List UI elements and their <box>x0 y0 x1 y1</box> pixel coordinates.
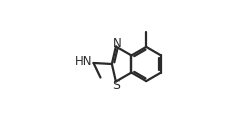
Text: HN: HN <box>75 55 92 68</box>
Text: S: S <box>112 79 120 92</box>
Text: N: N <box>113 37 122 50</box>
